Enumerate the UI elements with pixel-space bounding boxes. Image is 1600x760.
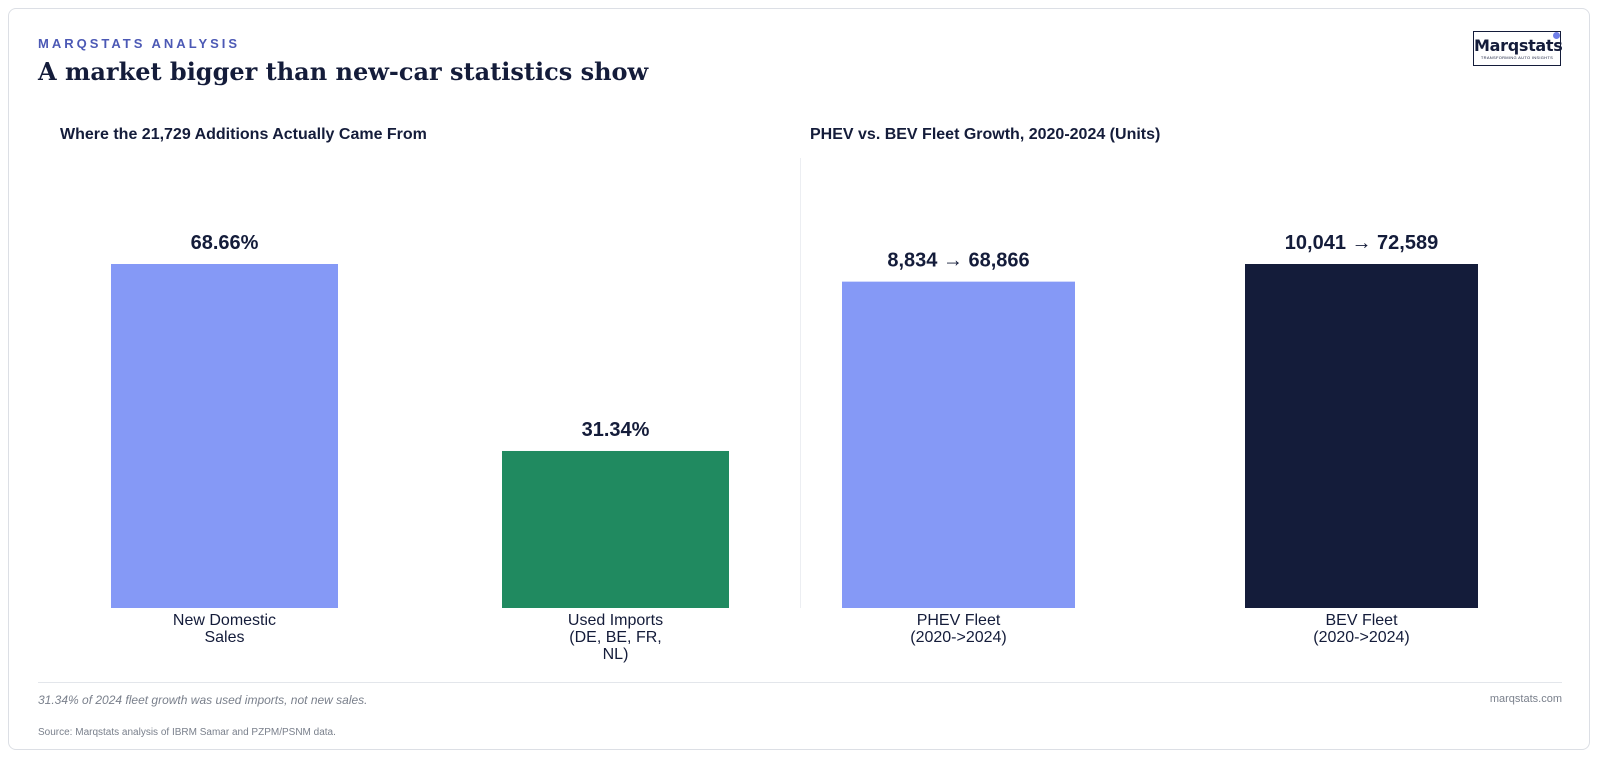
bar-1-1 xyxy=(1245,264,1478,608)
category-label-1-0-1: (2020->2024) xyxy=(910,629,1007,646)
page-title: A market bigger than new-car statistics … xyxy=(38,57,649,86)
category-label-0-0-0: New Domestic xyxy=(173,612,276,629)
source-note: Source: Marqstats analysis of IBRM Samar… xyxy=(38,727,336,738)
eyebrow-label: MARQSTATS ANALYSIS xyxy=(38,36,241,51)
category-label-1-1-0: BEV Fleet xyxy=(1325,612,1398,629)
footer-divider xyxy=(38,682,1562,683)
bar-1-0 xyxy=(842,281,1075,608)
logo-wordmark: Marqstats xyxy=(1474,36,1563,55)
bar-0-0 xyxy=(111,264,338,608)
value-label-0-0: 68.66% xyxy=(191,232,259,254)
right-chart-title: PHEV vs. BEV Fleet Growth, 2020-2024 (Un… xyxy=(810,126,1161,143)
category-label-0-1-2: NL) xyxy=(603,646,629,663)
footnote: 31.34% of 2024 fleet growth was used imp… xyxy=(38,693,368,707)
category-label-1-1-1: (2020->2024) xyxy=(1313,629,1410,646)
logo-dot-icon xyxy=(1553,32,1560,39)
bar-0-1 xyxy=(502,450,729,608)
chart-divider xyxy=(800,158,801,608)
value-label-1-1: 10,041 → 72,589 xyxy=(1285,232,1438,254)
category-label-1-0-0: PHEV Fleet xyxy=(917,612,1001,629)
value-label-0-1: 31.34% xyxy=(582,419,650,441)
brand-logo: Marqstats TRANSFORMING AUTO INSIGHTS xyxy=(1473,31,1563,66)
site-url: marqstats.com xyxy=(1489,693,1562,705)
category-label-0-1-0: Used Imports xyxy=(568,612,663,629)
left-chart-title: Where the 21,729 Additions Actually Came… xyxy=(60,126,427,143)
logo-tagline: TRANSFORMING AUTO INSIGHTS xyxy=(1480,55,1554,60)
category-label-0-1-1: (DE, BE, FR, xyxy=(569,629,661,646)
value-label-1-0: 8,834 → 68,866 xyxy=(887,250,1029,272)
category-label-0-0-1: Sales xyxy=(204,629,244,646)
